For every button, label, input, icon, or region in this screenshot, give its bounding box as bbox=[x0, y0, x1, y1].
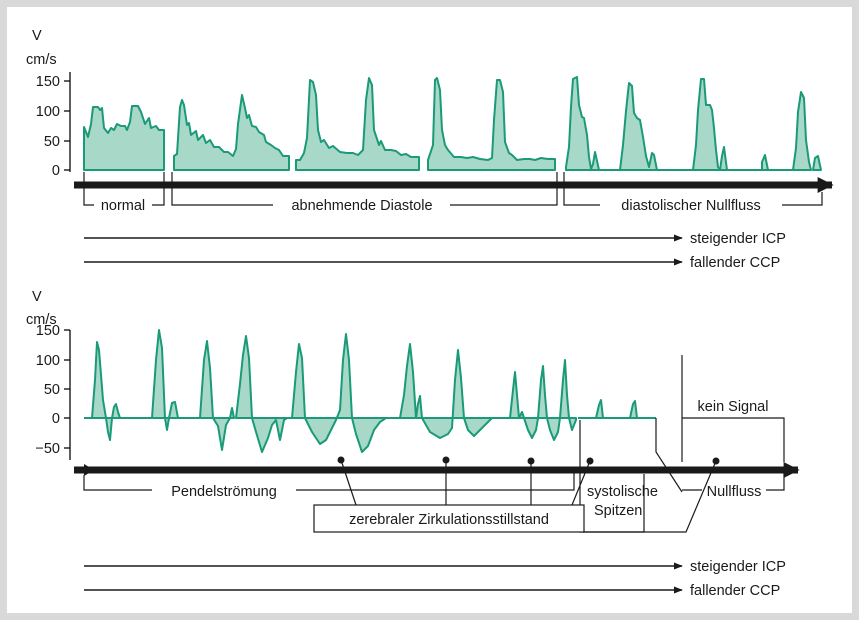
waveform-decreasing-3 bbox=[427, 77, 556, 171]
bracket-decreasing-diastole bbox=[171, 172, 273, 206]
systolic-label-1: systolische bbox=[587, 484, 658, 500]
waveform-zeroflow-5 bbox=[792, 91, 812, 171]
bottom-ccp-label: fallender CCP bbox=[690, 583, 780, 599]
waveform-zeroflow-6 bbox=[812, 155, 822, 171]
bottom-icp-label: steigender ICP bbox=[690, 559, 786, 575]
waveform-decreasing-1 bbox=[173, 94, 290, 171]
bottom-axis-variable: V bbox=[32, 289, 42, 305]
top-tick: 50 bbox=[44, 134, 60, 150]
waveform-pendulum-4 bbox=[291, 333, 387, 453]
waveform-systolic-2 bbox=[629, 400, 638, 419]
arrest-callouts: zerebraler Zirkulationsstillstand bbox=[313, 456, 720, 533]
waveform-pendulum-6 bbox=[509, 359, 577, 441]
waveform-zeroflow-1 bbox=[565, 76, 600, 171]
bottom-tick: 0 bbox=[52, 411, 60, 427]
top-tick: 150 bbox=[36, 74, 60, 90]
waveform-normal bbox=[83, 105, 165, 171]
bracket-pendulum bbox=[83, 475, 152, 491]
waveform-pendulum-2 bbox=[151, 329, 179, 431]
waveform-systolic-1 bbox=[595, 399, 604, 419]
phase-zeroflow-label: diastolischer Nullfluss bbox=[621, 198, 760, 214]
bottom-tick: −50 bbox=[35, 441, 60, 457]
top-icp-label: steigender ICP bbox=[690, 231, 786, 247]
waveform-pendulum-5 bbox=[399, 343, 493, 439]
bottom-tick: 100 bbox=[36, 353, 60, 369]
bottom-tick: 150 bbox=[36, 323, 60, 339]
bottom-panel: V cm/s 150 100 50 0 −50 k bbox=[26, 289, 800, 599]
no-signal-label: kein Signal bbox=[698, 399, 769, 415]
phase-normal-label: normal bbox=[101, 198, 145, 214]
pendulum-label: Pendelströmung bbox=[171, 484, 277, 500]
top-axis-unit: cm/s bbox=[26, 52, 57, 68]
waveform-zeroflow-3 bbox=[692, 78, 728, 171]
zeroflow-label: Nullfluss bbox=[707, 484, 762, 500]
arrest-label: zerebraler Zirkulationsstillstand bbox=[349, 512, 549, 528]
bracket-zero-flow bbox=[563, 172, 600, 206]
bracket-normal bbox=[83, 172, 94, 206]
top-waveforms bbox=[83, 76, 822, 171]
top-axis-variable: V bbox=[32, 28, 42, 44]
top-tick: 100 bbox=[36, 104, 60, 120]
waveform-pendulum-3b bbox=[235, 335, 288, 453]
systolic-label-2: Spitzen bbox=[594, 503, 642, 519]
phase-decreasing-label: abnehmende Diastole bbox=[291, 198, 432, 214]
arrest-box bbox=[313, 504, 585, 533]
top-ccp-label: fallender CCP bbox=[690, 255, 780, 271]
bottom-axis-unit: cm/s bbox=[26, 312, 57, 328]
tcd-diagram: V cm/s 150 100 50 0 bbox=[26, 28, 834, 599]
waveform-zeroflow-2 bbox=[619, 82, 658, 171]
bracket-no-signal bbox=[682, 417, 785, 462]
bottom-waveforms bbox=[84, 329, 656, 453]
waveform-pendulum-1 bbox=[91, 341, 121, 441]
bottom-tick: 50 bbox=[44, 382, 60, 398]
waveform-pendulum-3 bbox=[199, 340, 235, 451]
top-panel: V cm/s 150 100 50 0 bbox=[26, 28, 834, 271]
top-tick: 0 bbox=[52, 163, 60, 179]
waveform-decreasing-2 bbox=[295, 77, 420, 171]
waveform-zeroflow-4 bbox=[761, 154, 769, 171]
